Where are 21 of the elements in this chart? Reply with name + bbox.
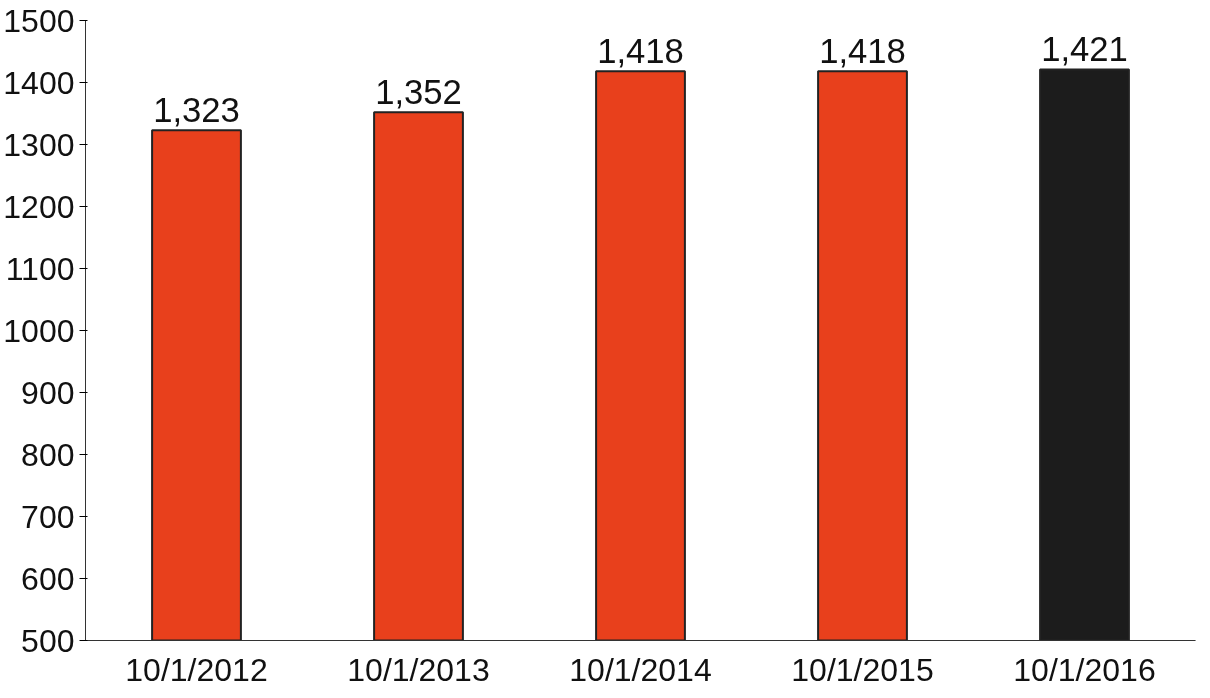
- x-tick-label: 10/1/2014: [569, 651, 712, 688]
- x-tick-label: 10/1/2013: [347, 651, 490, 688]
- y-tick-label: 500: [21, 622, 75, 659]
- data-label: 1,323: [153, 91, 240, 130]
- y-tick-label: 1300: [3, 126, 75, 163]
- y-tick-label: 600: [21, 560, 75, 597]
- data-label: 1,421: [1041, 30, 1128, 69]
- y-tick-label: 1100: [5, 250, 75, 287]
- y-tick-label: 800: [21, 436, 75, 473]
- y-tick-label: 700: [21, 498, 75, 535]
- y-tick-label: 1000: [3, 312, 75, 349]
- data-label: 1,352: [375, 73, 462, 112]
- y-tick-label: 1200: [3, 188, 75, 225]
- x-tick-label: 10/1/2015: [791, 651, 934, 688]
- data-label: 1,418: [597, 32, 684, 71]
- y-tick-label: 900: [21, 374, 75, 411]
- data-label: 1,418: [819, 32, 906, 71]
- y-tick-label: 1400: [3, 64, 75, 101]
- x-tick-label: 10/1/2012: [125, 651, 268, 688]
- x-tick-label: 10/1/2016: [1013, 651, 1156, 688]
- y-tick-label: 1500: [3, 2, 75, 39]
